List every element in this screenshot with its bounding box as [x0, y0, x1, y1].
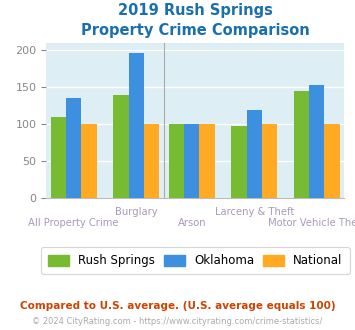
Title: 2019 Rush Springs
Property Crime Comparison: 2019 Rush Springs Property Crime Compari…: [81, 3, 310, 38]
Bar: [169, 124, 184, 198]
Text: Burglary: Burglary: [115, 207, 158, 217]
Bar: [324, 124, 340, 198]
Bar: [231, 126, 247, 198]
Text: All Property Crime: All Property Crime: [28, 218, 119, 228]
Legend: Rush Springs, Oklahoma, National: Rush Springs, Oklahoma, National: [41, 247, 350, 275]
Bar: [184, 124, 200, 198]
Text: Arson: Arson: [178, 218, 206, 228]
Bar: [247, 110, 262, 198]
Text: © 2024 CityRating.com - https://www.cityrating.com/crime-statistics/: © 2024 CityRating.com - https://www.city…: [32, 317, 323, 326]
Bar: [144, 124, 159, 198]
Bar: [113, 95, 129, 198]
Text: Motor Vehicle Theft: Motor Vehicle Theft: [268, 218, 355, 228]
Bar: [309, 85, 324, 198]
Bar: [262, 124, 277, 198]
Bar: [200, 124, 215, 198]
Text: Larceny & Theft: Larceny & Theft: [215, 207, 294, 217]
Bar: [294, 91, 309, 198]
Bar: [51, 117, 66, 198]
Bar: [81, 124, 97, 198]
Text: Compared to U.S. average. (U.S. average equals 100): Compared to U.S. average. (U.S. average …: [20, 301, 335, 311]
Bar: [66, 98, 81, 198]
Bar: [129, 53, 144, 198]
